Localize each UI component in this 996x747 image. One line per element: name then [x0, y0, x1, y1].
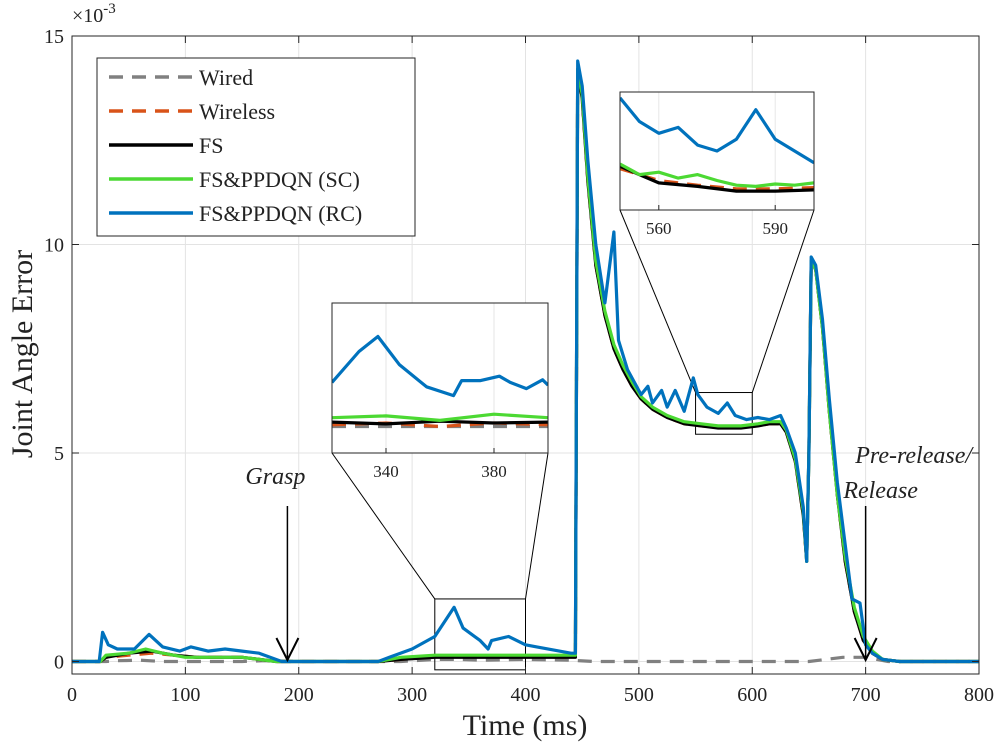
zoom-region-2: [695, 392, 753, 435]
x-tick-label: 0: [67, 684, 77, 706]
inset-series: [332, 334, 548, 429]
legend-item-wired: Wired: [109, 65, 253, 90]
x-axis-label: Time (ms): [463, 709, 588, 742]
inset-2: 560 590: [619, 91, 815, 238]
inset-1: 340 380: [331, 302, 549, 481]
axis-ticks: 0 100 200 300 400 500 600 700 800 0 5 10 15: [44, 26, 994, 706]
legend-box: [96, 57, 416, 237]
legend-label: FS: [199, 133, 223, 158]
x-tick-label: 700: [851, 684, 881, 706]
annotations: Grasp Pre-release/Release: [245, 443, 974, 663]
zoom-connector: [751, 209, 815, 393]
y-exponent-power: -3: [103, 1, 116, 17]
grasp-arrow-head: [275, 637, 300, 663]
x-tick-label: 600: [737, 684, 767, 706]
legend-item-wireless: Wireless: [109, 99, 275, 124]
zoom-connector: [525, 452, 549, 600]
legend-label: Wireless: [199, 99, 275, 124]
x-tick-label: 200: [284, 684, 314, 706]
inset-line-fs-ppdqn-sc: [620, 162, 814, 188]
x-tick-label: 300: [397, 684, 427, 706]
legend-label: Wired: [199, 65, 253, 90]
y-axis-label: Joint Angle Error: [6, 250, 39, 458]
y-tick-label: 15: [44, 26, 64, 48]
x-tick-label: 800: [964, 684, 994, 706]
plot-series: [72, 59, 979, 664]
annotation-release: Release: [842, 478, 918, 504]
series-line-wired: [72, 655, 979, 664]
inset-tick-label: 590: [762, 219, 788, 238]
x-tick-label: 500: [624, 684, 654, 706]
insets: 340 380 560 590: [331, 91, 815, 481]
inset-line-fs-ppdqn-rc: [620, 96, 814, 165]
inset-border: [619, 91, 815, 211]
legend-label: FS&PPDQN (RC): [199, 201, 362, 226]
axis-labels: Time (ms) Joint Angle Error ×10-3: [6, 1, 587, 742]
legend-item-fs-ppdqn-sc: FS&PPDQN (SC): [109, 167, 360, 192]
inset-tick-label: 560: [646, 219, 672, 238]
legend-item-fs-ppdqn-rc: FS&PPDQN (RC): [109, 201, 362, 226]
inset-line-fs-ppdqn-sc: [332, 412, 548, 422]
y-exponent: ×10-3: [72, 1, 116, 27]
inset-border: [331, 302, 549, 454]
inset-line-fs: [620, 164, 814, 193]
zoom-connector: [619, 209, 697, 393]
release-arrow-head: [853, 637, 878, 663]
inset-tick-label: 340: [373, 462, 399, 481]
legend-item-fs: FS: [109, 133, 223, 158]
inset-tick-label: 380: [481, 462, 507, 481]
y-tick-label: 0: [54, 651, 64, 673]
y-exponent-base: ×10: [72, 5, 103, 27]
zoom-connector: [331, 452, 436, 600]
y-tick-label: 5: [54, 443, 64, 465]
annotation-pre-release: Pre-release/: [854, 443, 974, 469]
series-line-fs-ppdqn-rc: [72, 59, 979, 664]
x-tick-label: 100: [170, 684, 200, 706]
legend: Wired Wireless FS FS&PPDQN (SC) FS&PPDQN (RC…: [96, 57, 416, 237]
inset-background: [332, 303, 548, 453]
x-tick-label: 400: [511, 684, 541, 706]
y-tick-label: 10: [44, 234, 64, 256]
legend-label: FS&PPDQN (SC): [199, 167, 360, 192]
annotation-grasp: Grasp: [245, 464, 305, 490]
inset-series: [620, 96, 814, 193]
inset-line-fs-ppdqn-rc: [332, 334, 548, 398]
